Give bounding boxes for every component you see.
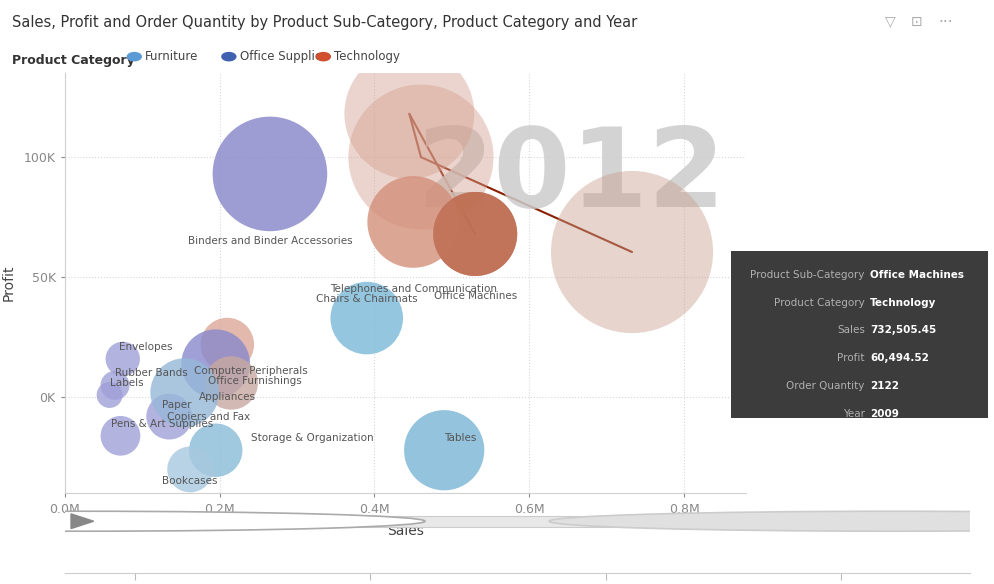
Point bbox=[112, 431, 128, 440]
Point bbox=[177, 388, 193, 397]
Point bbox=[261, 169, 277, 179]
Text: 2122: 2122 bbox=[869, 381, 898, 391]
Text: 732,505.45: 732,505.45 bbox=[869, 325, 935, 335]
X-axis label: Sales: Sales bbox=[387, 524, 423, 538]
Text: Office Furnishings: Office Furnishings bbox=[208, 376, 301, 385]
Point bbox=[467, 230, 483, 239]
Point bbox=[208, 446, 224, 455]
Text: Bookcases: Bookcases bbox=[162, 477, 218, 486]
Text: 2009: 2009 bbox=[869, 409, 898, 419]
Text: Binders and Binder Accessories: Binders and Binder Accessories bbox=[188, 236, 352, 246]
Point bbox=[467, 230, 483, 239]
Bar bbox=[100, 516, 893, 527]
Circle shape bbox=[549, 511, 994, 531]
Polygon shape bbox=[71, 514, 93, 529]
Text: ⊡: ⊡ bbox=[910, 15, 921, 29]
Point bbox=[101, 390, 117, 399]
Point bbox=[182, 465, 198, 474]
Text: Tables: Tables bbox=[443, 433, 476, 443]
Text: 60,494.52: 60,494.52 bbox=[869, 353, 927, 363]
Text: Technology: Technology bbox=[869, 298, 935, 308]
Point bbox=[359, 314, 375, 323]
Text: Labels: Labels bbox=[109, 378, 143, 388]
Text: Product Category: Product Category bbox=[12, 54, 134, 67]
Y-axis label: Profit: Profit bbox=[1, 265, 15, 301]
Text: 2012: 2012 bbox=[416, 123, 725, 231]
Text: Profit: Profit bbox=[837, 353, 864, 363]
Point bbox=[401, 109, 416, 119]
Text: Chairs & Chairmats: Chairs & Chairmats bbox=[316, 294, 417, 304]
Text: Order Quantity: Order Quantity bbox=[785, 381, 864, 391]
Text: Office Supplies: Office Supplies bbox=[240, 50, 328, 63]
Text: Sales, Profit and Order Quantity by Product Sub-Category, Product Category and Y: Sales, Profit and Order Quantity by Prod… bbox=[12, 15, 636, 30]
Text: Pens & Art Supplies: Pens & Art Supplies bbox=[111, 419, 213, 429]
Text: Office Machines: Office Machines bbox=[869, 270, 963, 280]
Point bbox=[114, 354, 130, 364]
Point bbox=[223, 378, 239, 388]
Point bbox=[219, 340, 235, 349]
Text: Envelopes: Envelopes bbox=[118, 342, 172, 352]
Point bbox=[435, 446, 451, 455]
Text: ▽: ▽ bbox=[884, 15, 895, 29]
Text: Rubber Bands: Rubber Bands bbox=[115, 369, 188, 378]
Text: Sales: Sales bbox=[836, 325, 864, 335]
Text: Office Machines: Office Machines bbox=[433, 291, 516, 301]
Point bbox=[413, 152, 428, 162]
Circle shape bbox=[0, 511, 424, 531]
Text: Copiers and Fax: Copiers and Fax bbox=[167, 412, 250, 422]
Text: Paper: Paper bbox=[162, 399, 192, 409]
Text: ···: ··· bbox=[937, 15, 952, 30]
Point bbox=[107, 381, 123, 390]
Text: Year: Year bbox=[842, 409, 864, 419]
Text: Product Sub-Category: Product Sub-Category bbox=[749, 270, 864, 280]
Text: Technology: Technology bbox=[334, 50, 400, 63]
Point bbox=[208, 359, 224, 369]
Text: Storage & Organization: Storage & Organization bbox=[250, 433, 373, 443]
Text: Furniture: Furniture bbox=[145, 50, 199, 63]
Text: Product Category: Product Category bbox=[773, 298, 864, 308]
Text: Computer Peripherals: Computer Peripherals bbox=[194, 366, 307, 376]
Point bbox=[405, 217, 420, 227]
Text: Appliances: Appliances bbox=[199, 392, 255, 402]
Point bbox=[161, 412, 177, 421]
Point bbox=[623, 248, 639, 257]
Text: Telephones and Communication: Telephones and Communication bbox=[329, 284, 496, 294]
